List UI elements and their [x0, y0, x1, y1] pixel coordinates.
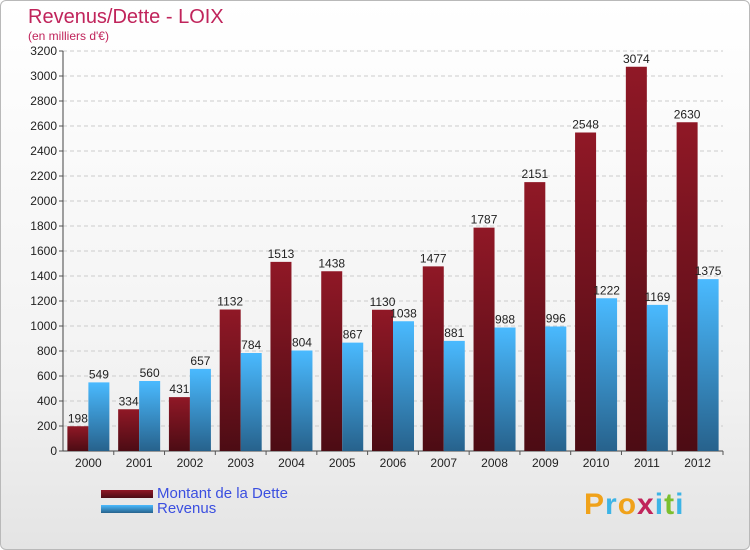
logo-letter: P: [584, 488, 606, 521]
bar-revenus: [189, 368, 211, 451]
data-label-revenus: 881: [444, 326, 464, 340]
bar-revenus: [596, 298, 618, 451]
bar-revenus: [291, 350, 313, 451]
data-label-dette: 1438: [318, 256, 345, 270]
bar-dette: [168, 397, 190, 451]
y-tick-label: 1400: [30, 269, 57, 283]
data-label-dette: 1513: [268, 247, 295, 261]
data-label-revenus: 996: [546, 312, 566, 326]
y-tick-label: 1600: [30, 244, 57, 258]
chart-title: Revenus/Dette - LOIX: [28, 6, 224, 28]
bar-revenus: [697, 279, 719, 451]
legend-label-revenus: Revenus: [157, 500, 217, 517]
bar-dette: [372, 309, 393, 451]
data-label-revenus: 1038: [390, 306, 417, 320]
bar-dette: [524, 182, 546, 451]
data-label-dette: 3074: [623, 52, 650, 66]
y-tick-label: 600: [37, 369, 57, 383]
bar-revenus: [139, 381, 161, 451]
bar-dette: [219, 309, 241, 451]
x-tick-label: 2011: [634, 456, 660, 470]
y-tick-label: 2200: [30, 169, 57, 183]
bar-dette: [270, 261, 292, 451]
bar-dette: [575, 132, 597, 451]
bar-dette: [422, 266, 444, 451]
data-label-dette: 1130: [370, 295, 396, 309]
bar-revenus: [240, 353, 262, 451]
bar-dette: [473, 227, 495, 451]
x-tick-label: 2012: [684, 456, 711, 470]
x-tick-label: 2003: [227, 456, 254, 470]
legend-swatch-dette: [101, 490, 153, 498]
data-label-dette: 1132: [217, 295, 243, 309]
bar-revenus: [646, 304, 668, 451]
data-label-dette: 431: [169, 382, 189, 396]
y-tick-label: 0: [50, 444, 57, 458]
x-tick-label: 2009: [532, 456, 559, 470]
bar-revenus: [545, 326, 567, 451]
x-tick-label: 2006: [380, 456, 407, 470]
y-tick-label: 800: [37, 344, 57, 358]
x-tick-label: 2010: [583, 456, 610, 470]
x-tick-label: 2004: [278, 456, 305, 470]
chart-subtitle: (en milliers d'€): [28, 29, 109, 43]
data-label-revenus: 867: [343, 328, 363, 342]
data-label-revenus: 804: [292, 336, 312, 350]
data-label-revenus: 657: [190, 354, 210, 368]
y-tick-label: 200: [37, 419, 57, 433]
y-tick-label: 2400: [30, 144, 57, 158]
data-label-dette: 334: [119, 394, 139, 408]
bar-dette: [321, 271, 343, 451]
data-label-revenus: 1169: [644, 290, 670, 304]
data-label-revenus: 784: [241, 338, 261, 352]
data-label-revenus: 560: [140, 366, 160, 380]
y-tick-label: 2000: [30, 194, 57, 208]
bar-dette: [676, 122, 698, 451]
x-tick-label: 2007: [430, 456, 457, 470]
y-tick-label: 400: [37, 394, 57, 408]
x-tick-label: 2008: [481, 456, 508, 470]
y-tick-label: 3000: [30, 69, 57, 83]
data-label-revenus: 1375: [695, 264, 722, 278]
legend-swatch-revenus: [101, 505, 153, 513]
data-label-revenus: 988: [495, 313, 515, 327]
y-tick-label: 1800: [30, 219, 57, 233]
data-label-dette: 2548: [572, 118, 599, 132]
x-tick-label: 2005: [329, 456, 356, 470]
bar-dette: [118, 409, 140, 451]
logo-letter: o: [617, 488, 638, 521]
bar-revenus: [443, 340, 465, 451]
y-tick-label: 3200: [30, 44, 57, 58]
logo-letter: i: [675, 488, 685, 521]
bar-revenus: [342, 342, 364, 451]
proxiti-logo: Proxiti: [584, 488, 684, 522]
bar-revenus: [88, 382, 110, 451]
y-tick-label: 1000: [30, 319, 57, 333]
bar-dette: [625, 66, 647, 451]
logo-letter: x: [637, 488, 655, 521]
logo-letter: t: [664, 488, 676, 521]
bar-dette: [67, 426, 89, 451]
logo-letter: r: [605, 488, 618, 521]
x-tick-label: 2002: [177, 456, 204, 470]
legend-label-dette: Montant de la Dette: [157, 485, 288, 502]
data-label-dette: 1477: [420, 251, 447, 265]
data-label-dette: 1787: [471, 213, 498, 227]
x-tick-label: 2000: [75, 456, 102, 470]
data-label-dette: 2630: [674, 107, 701, 121]
y-tick-label: 2600: [30, 119, 57, 133]
data-label-dette: 2151: [521, 167, 548, 181]
bar-revenus: [393, 321, 414, 451]
data-label-revenus: 1222: [593, 283, 620, 297]
y-tick-label: 1200: [30, 294, 57, 308]
data-label-revenus: 549: [89, 367, 109, 381]
logo-letter: i: [654, 488, 665, 521]
bar-revenus: [494, 327, 516, 451]
y-tick-label: 2800: [30, 94, 57, 108]
data-label-dette: 198: [68, 411, 88, 425]
x-tick-label: 2001: [126, 456, 153, 470]
